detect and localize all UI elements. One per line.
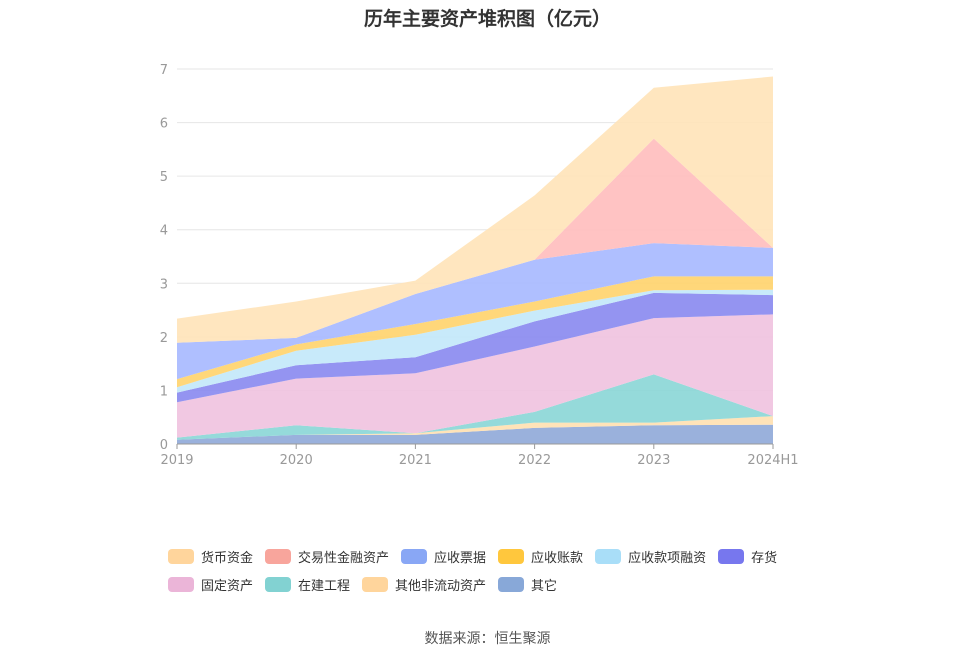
y-tick-label: 5: [160, 170, 168, 185]
legend-swatch: [362, 576, 389, 592]
legend-swatch: [718, 548, 745, 564]
legend-label: 其他非流动资产: [395, 578, 487, 594]
legend-item[interactable]: 固定资产: [168, 575, 253, 594]
legend-swatch: [401, 548, 428, 564]
legend-label: 存货: [751, 550, 778, 566]
area-series-4: [177, 292, 773, 403]
legend-item[interactable]: 交易性金融资产: [265, 547, 389, 566]
legend-item[interactable]: 应收票据: [401, 547, 486, 566]
legend-item[interactable]: 存货: [718, 547, 777, 566]
legend-swatch: [168, 548, 194, 564]
area-series-3: [177, 314, 773, 438]
legend-label: 应收账款: [531, 550, 584, 566]
legend-label: 其它: [531, 578, 558, 594]
y-tick-label: 0: [160, 438, 168, 453]
legend-row: 货币资金 交易性金融资产 应收票据 应收账款 应收款项融资 存货: [168, 542, 848, 570]
legend-swatch: [265, 548, 292, 564]
legend-label: 交易性金融资产: [298, 550, 390, 566]
stacked-area-plot: 0 1 2 3 4 5 6 7 2019 2020 2021 2022 2023 2024H1: [160, 63, 799, 468]
area-series-8: [177, 138, 773, 343]
x-tick-label: 2019: [160, 453, 193, 468]
legend-swatch: [498, 576, 525, 592]
x-tick-label: 2022: [518, 453, 551, 468]
y-tick-label: 7: [160, 63, 168, 78]
area-series-6: [177, 276, 773, 388]
area-series-7: [177, 243, 773, 380]
legend-label: 货币资金: [201, 550, 254, 566]
x-tick-label: 2024H1: [747, 453, 798, 468]
x-tick-label: 2021: [399, 453, 432, 468]
x-tick-label: 2020: [280, 453, 313, 468]
legend: 货币资金 交易性金融资产 应收票据 应收账款 应收款项融资 存货固定资产 在建工程 其他非流动…: [168, 542, 848, 598]
area-series-0: [177, 424, 773, 444]
legend-swatch: [595, 548, 622, 564]
legend-swatch: [168, 576, 194, 592]
legend-label: 应收票据: [434, 550, 487, 566]
data-source-note: 数据来源：恒生聚源: [424, 631, 551, 647]
legend-item[interactable]: 其他非流动资产: [362, 575, 486, 594]
legend-item[interactable]: 应收款项融资: [595, 547, 706, 566]
chart-title: 历年主要资产堆积图（亿元）: [363, 8, 611, 30]
x-tick-label: 2023: [637, 453, 670, 468]
legend-swatch: [265, 576, 292, 592]
legend-item[interactable]: 应收账款: [498, 547, 583, 566]
area-series-2: [177, 374, 773, 440]
legend-label: 在建工程: [298, 578, 351, 594]
y-tick-label: 3: [160, 277, 168, 292]
y-tick-label: 4: [160, 224, 168, 239]
area-series-9: [177, 76, 773, 343]
y-tick-label: 2: [160, 331, 168, 346]
y-tick-label: 6: [160, 117, 168, 132]
legend-item[interactable]: 其它: [498, 575, 557, 594]
legend-label: 应收款项融资: [628, 550, 707, 566]
legend-item[interactable]: 在建工程: [265, 575, 350, 594]
legend-item[interactable]: 货币资金: [168, 547, 253, 566]
legend-label: 固定资产: [201, 578, 254, 594]
legend-swatch: [498, 548, 525, 564]
legend-row: 固定资产 在建工程 其他非流动资产 其它: [168, 570, 848, 598]
area-layer: [177, 76, 773, 444]
y-tick-label: 1: [160, 384, 168, 399]
axis-layer: 0 1 2 3 4 5 6 7 2019 2020 2021 2022 2023 2024H1: [160, 63, 799, 468]
